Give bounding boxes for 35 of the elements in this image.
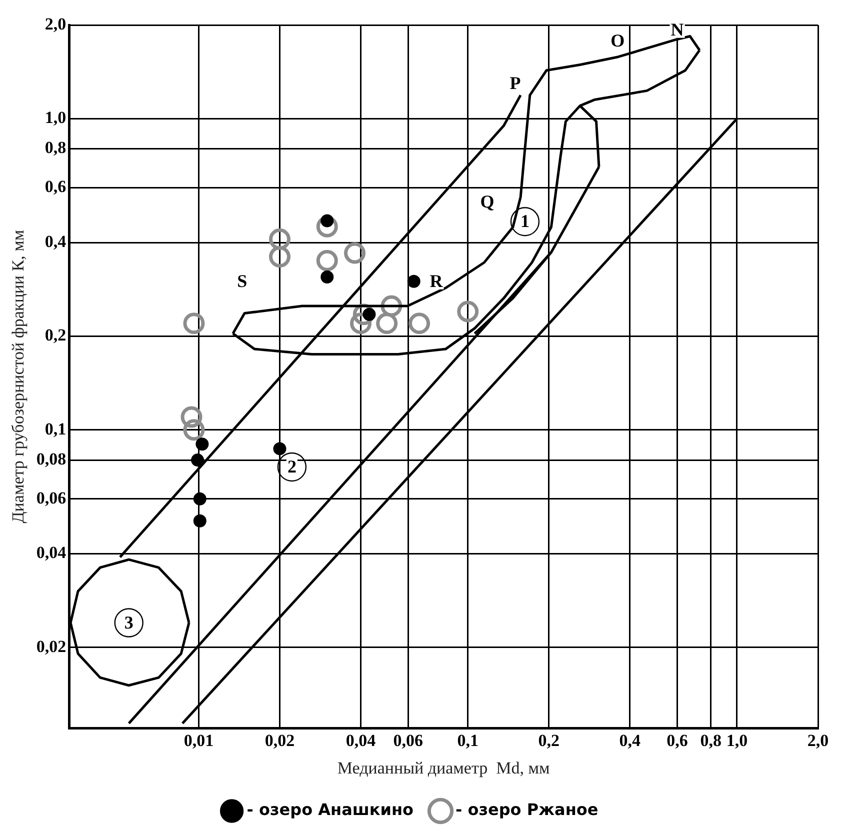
y-tick-label: 0,08 (36, 449, 66, 468)
annotation: 3 (124, 612, 134, 632)
annotation: 2 (287, 456, 296, 477)
legend-label: - озеро Анашкино (246, 800, 414, 820)
x-tick-label: 0,01 (184, 730, 214, 750)
x-tick-label: 1,0 (726, 730, 748, 750)
y-tick-label: 0,2 (44, 326, 66, 345)
x-tick-label: 0,2 (538, 730, 560, 750)
x-tick-label: 0,1 (457, 730, 478, 750)
y-tick-label: 0,1 (44, 419, 66, 438)
x-tick-label: 0,4 (619, 730, 642, 750)
annotation: S (237, 271, 248, 292)
annotation: P (510, 72, 521, 93)
x-tick-label: 2,0 (807, 730, 829, 750)
y-tick-label: 0,4 (44, 232, 67, 251)
annotation: 1 (520, 211, 530, 232)
x-axis-title: Медианный диаметр Md, мм (337, 758, 550, 778)
x-tick-label: 0,04 (346, 730, 376, 750)
x-tick-label: 0,02 (264, 730, 295, 750)
y-tick-label: 0,02 (36, 636, 66, 656)
y-tick-label: 1,0 (44, 108, 66, 128)
y-tick-label: 0,04 (36, 543, 67, 562)
x-tick-label: 0,06 (393, 730, 424, 750)
legend-label: - озеро Ржаное (456, 800, 598, 820)
y-tick-label: 0,8 (44, 138, 66, 158)
x-tick-label: 0,6 (666, 730, 688, 750)
annotation: Q (480, 192, 494, 212)
x-tick-label: 0,8 (700, 730, 722, 750)
y-tick-label: 0,6 (44, 177, 66, 196)
y-tick-label: 0,06 (36, 488, 66, 508)
annotation: O (610, 30, 625, 50)
y-axis-title: Диаметр грубозернистой фракции К, мм (8, 230, 28, 524)
y-tick-label: 2,0 (44, 14, 66, 34)
annotation: R (430, 271, 444, 292)
annotation: N (670, 19, 684, 40)
